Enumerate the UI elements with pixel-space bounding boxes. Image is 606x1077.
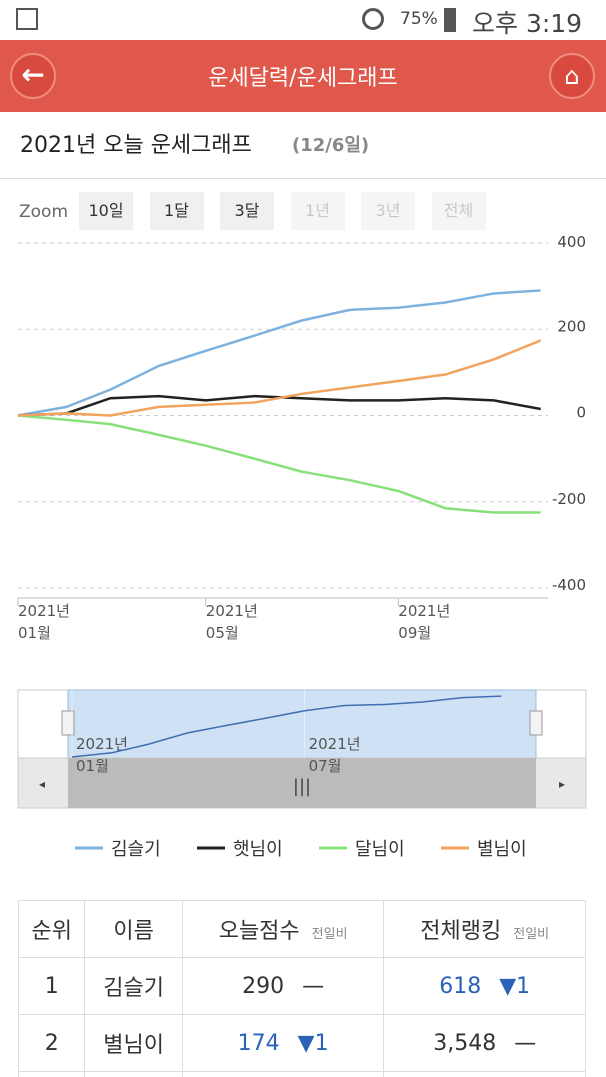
cell-text: 618	[439, 973, 482, 999]
cell-text: 290	[242, 973, 285, 999]
legend-label: 햇님이	[233, 839, 283, 860]
x-tick-label: 2021년 01월	[18, 602, 70, 642]
table-cell: 1	[17, 957, 86, 1015]
cell-subtext: 전일비	[513, 927, 550, 942]
subtitle-date: (12/6일)	[292, 135, 370, 156]
x-tick-label: 2021년 09월	[398, 602, 450, 642]
cell-text: 2	[44, 1030, 59, 1056]
legend-label: 김슬기	[111, 839, 161, 860]
dnd-icon	[362, 8, 384, 30]
y-tick-label: -200	[552, 490, 586, 508]
ranking-change: —	[514, 1030, 537, 1056]
zoom-button[interactable]: 1달	[149, 192, 204, 230]
y-tick-label: -400	[552, 576, 586, 594]
table-cell	[181, 1071, 385, 1077]
status-bar: 75% 오후 3:19	[0, 0, 606, 40]
legend-label: 달님이	[355, 839, 405, 860]
navigator-handle[interactable]	[529, 710, 543, 736]
table-cell	[84, 1071, 183, 1077]
chart: 400 200 0 -200 -400 2021년 01월 2021년 05월 2021년 09월 ◂…	[17, 233, 587, 860]
scroll-right: ▸	[559, 777, 565, 791]
navigator-line	[71, 695, 502, 758]
battery-icon	[444, 8, 456, 32]
table-cell: 오늘점수 전일비	[181, 900, 385, 958]
cell-text: 전체랭킹	[420, 919, 502, 944]
battery-text: 75%	[400, 9, 438, 29]
scrollbar-thumb	[68, 758, 536, 808]
x-tick-label: 2021년 05월	[206, 602, 258, 642]
scroll-left: ◂	[39, 777, 45, 791]
zoom-label: Zoom	[19, 202, 69, 222]
table-row: 1 김슬기 290 — 618 ▼1	[17, 957, 586, 1015]
cell-text: 김슬기	[103, 976, 165, 1001]
back-button[interactable]: ←	[10, 53, 56, 99]
gallery-icon	[16, 8, 38, 30]
table-cell: 순위	[17, 900, 86, 958]
cell-subtext: 전일비	[311, 927, 348, 942]
table-cell: 3,548 —	[383, 1014, 586, 1072]
cell-text: 별님이	[103, 1033, 165, 1058]
zoom-button: 전체	[431, 192, 486, 230]
cell-text: 3,548	[433, 1030, 497, 1056]
table-row	[17, 1071, 586, 1077]
clock: 오후 3:19	[472, 9, 583, 38]
subtitle-bar: 2021년 오늘 운세그래프 (12/6일)	[0, 112, 606, 179]
y-tick-label: 0	[576, 404, 586, 422]
subtitle: 2021년 오늘 운세그래프	[20, 133, 252, 158]
table-cell: 김슬기	[84, 957, 183, 1015]
ranking-change: ▼1	[499, 973, 531, 999]
zoom-button: 3년	[361, 192, 415, 230]
cell-text: 오늘점수	[218, 919, 300, 944]
score-change: —	[302, 973, 325, 999]
navigator-handle[interactable]	[61, 710, 75, 736]
home-button[interactable]: ⌂	[549, 53, 595, 99]
table-row: 2 별님이 174 ▼1 3,548 —	[17, 1014, 586, 1072]
series-line	[17, 414, 541, 514]
table-cell: 전체랭킹 전일비	[383, 900, 586, 958]
y-tick-label: 200	[557, 317, 586, 335]
table-cell: 290 —	[181, 957, 385, 1015]
series-line	[17, 339, 542, 417]
header-title: 운세달력/운세그래프	[208, 66, 398, 91]
cell-text: 이름	[113, 919, 154, 944]
navigator-tick-label: 2021년 07월	[309, 735, 361, 775]
table-cell	[383, 1071, 586, 1077]
zoom-button[interactable]: 3달	[220, 192, 274, 230]
zoom-button[interactable]: 10일	[79, 192, 133, 230]
ranking-table: 순위 이름 오늘점수 전일비 전체랭킹 전일비 1 김슬기 290 — 618 ▼1 2 별님이 174 ▼1…	[17, 900, 586, 1077]
navigator-tick-label: 2021년 01월	[76, 735, 128, 775]
scroll-grip: |||	[293, 776, 311, 797]
y-tick-label: 400	[557, 233, 586, 251]
header-row: 순위 이름 오늘점수 전일비 전체랭킹 전일비	[17, 900, 586, 958]
cell-text: 174	[237, 1030, 280, 1056]
zoom-button: 1년	[290, 192, 345, 230]
score-change: ▼1	[297, 1030, 329, 1056]
table-cell: 618 ▼1	[383, 957, 586, 1015]
legend-label: 별님이	[477, 839, 527, 860]
cell-text: 1	[44, 973, 59, 999]
cell-text: 순위	[31, 919, 72, 944]
header: ← 운세달력/운세그래프 ⌂	[0, 40, 606, 112]
table-cell: 2	[17, 1014, 86, 1072]
table-cell: 174 ▼1	[181, 1014, 385, 1072]
table-cell: 이름	[84, 900, 183, 958]
table-cell: 별님이	[84, 1014, 183, 1072]
series-line	[17, 289, 541, 417]
table-cell	[17, 1071, 86, 1077]
